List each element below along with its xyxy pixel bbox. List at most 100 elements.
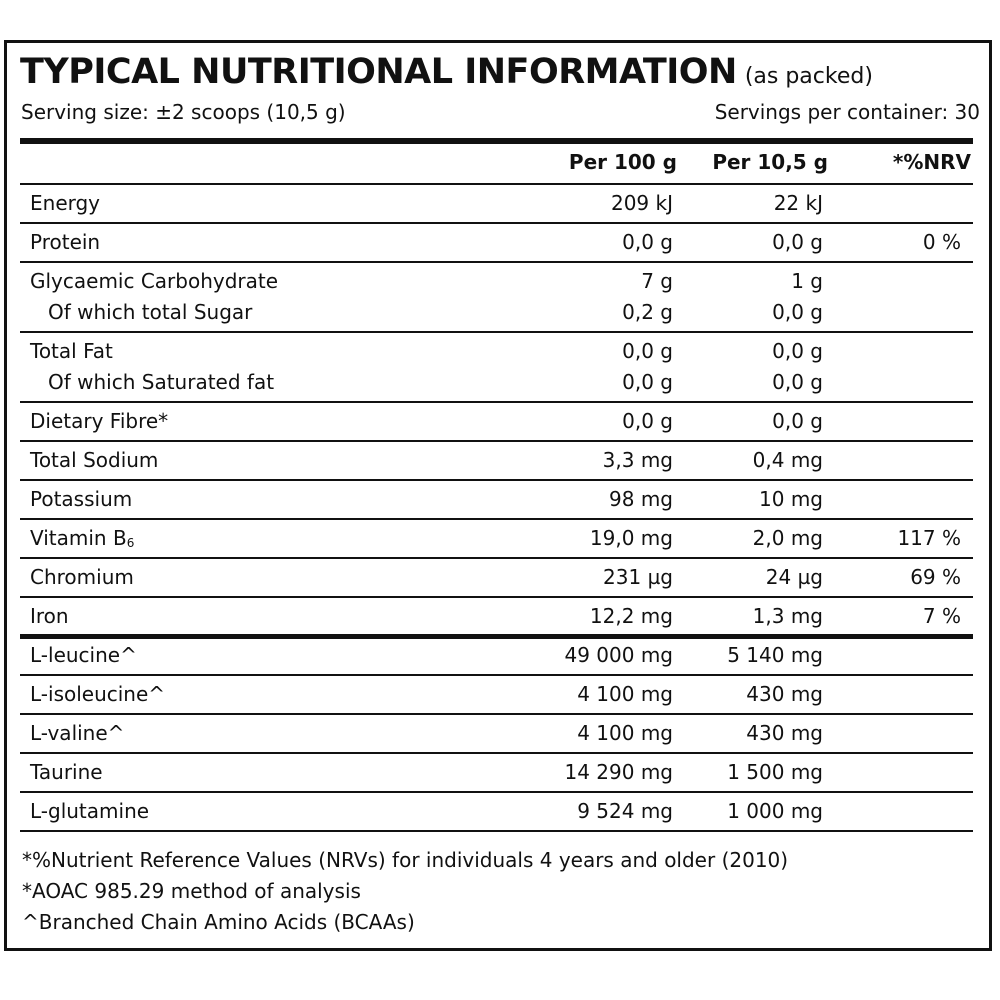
- title-note: (as packed): [744, 64, 873, 89]
- value-per-serving: 0,0 g: [772, 339, 823, 363]
- section-divider: [20, 634, 973, 639]
- row-divider: [20, 518, 973, 520]
- nutrient-subscript: 6: [126, 536, 135, 550]
- value-per-100g: 4 100 mg: [577, 721, 673, 745]
- value-per-100g: 0,0 g: [622, 230, 673, 254]
- value-nrv: 0 %: [922, 230, 961, 254]
- panel-title: TYPICAL NUTRITIONAL INFORMATION: [20, 52, 737, 92]
- nutrient-name: Taurine: [30, 760, 103, 784]
- row-divider: [20, 331, 973, 333]
- value-per-100g: 0,2 g: [622, 300, 673, 324]
- nutrient-name: Potassium: [30, 487, 132, 511]
- value-per-100g: 12,2 mg: [589, 604, 673, 628]
- nutrient-label: Chromium: [30, 565, 134, 589]
- row-divider: [20, 479, 973, 481]
- value-nrv: 69 %: [910, 565, 961, 589]
- table-row: L-valine^ 4 100 mg 430 mg: [20, 714, 973, 753]
- nutrient-name: L-leucine^: [30, 643, 137, 667]
- nutrient-name: Protein: [30, 230, 100, 254]
- table-row: L-glutamine 9 524 mg 1 000 mg: [20, 792, 973, 831]
- nutrient-name: Glycaemic Carbohydrate: [30, 269, 278, 293]
- value-per-100g: 0,0 g: [622, 339, 673, 363]
- nutrient-label: L-leucine^: [30, 643, 137, 667]
- value-per-100g: 98 mg: [609, 487, 673, 511]
- row-divider: [20, 261, 973, 263]
- nutrient-label: Taurine: [30, 760, 103, 784]
- nutrient-label: Total Fat: [30, 339, 113, 363]
- column-per-100g: Per 100 g: [568, 150, 677, 174]
- table-row: Protein 0,0 g 0,0 g 0 %: [20, 223, 973, 262]
- nutrient-label: Vitamin B: [30, 526, 127, 550]
- value-per-serving: 430 mg: [746, 682, 823, 706]
- row-divider: [20, 222, 973, 224]
- row-divider: [20, 713, 973, 715]
- value-per-serving: 0,4 mg: [752, 448, 823, 472]
- row-divider: [20, 183, 973, 185]
- nutrient-label: Of which Saturated fat: [48, 370, 275, 394]
- nutrient-label: Of which total Sugar: [48, 300, 253, 324]
- nutrient-label: L-glutamine: [30, 799, 150, 823]
- table-row: Total Sodium 3,3 mg 0,4 mg: [20, 441, 973, 480]
- value-per-serving: 430 mg: [746, 721, 823, 745]
- value-per-serving: 0,0 g: [772, 300, 823, 324]
- value-per-100g: 7 g: [641, 269, 673, 293]
- table-row: L-isoleucine^ 4 100 mg 430 mg: [20, 675, 973, 714]
- table-row: Energy 209 kJ 22 kJ: [20, 184, 973, 223]
- title-line: TYPICAL NUTRITIONAL INFORMATION (as packe…: [20, 52, 873, 92]
- value-per-100g: 4 100 mg: [577, 682, 673, 706]
- column-nrv: *%NRV: [892, 150, 971, 174]
- nutrient-sub-name: Of which Saturated fat: [48, 370, 274, 394]
- value-per-serving: 0,0 g: [772, 230, 823, 254]
- row-divider: [20, 752, 973, 754]
- column-per-serving: Per 10,5 g: [712, 150, 828, 174]
- nutrient-label: L-valine^: [30, 721, 125, 745]
- nutrient-label: Dietary Fibre*: [30, 409, 169, 433]
- table-row: Iron 12,2 mg 1,3 mg 7 %: [20, 597, 973, 636]
- table-row: Glycaemic Carbohydrate 7 g 1 g Of which tot…: [20, 262, 973, 332]
- header-divider: [20, 138, 973, 144]
- row-divider: [20, 557, 973, 559]
- value-per-serving: 0,0 g: [772, 370, 823, 394]
- value-per-serving: 1 000 mg: [727, 799, 823, 823]
- value-per-100g: 9 524 mg: [577, 799, 673, 823]
- nutrient-name: Dietary Fibre*: [30, 409, 168, 433]
- value-per-100g: 3,3 mg: [602, 448, 673, 472]
- nutrient-name: Total Fat: [30, 339, 113, 363]
- value-nrv: 117 %: [897, 526, 961, 550]
- value-per-serving: 1,3 mg: [752, 604, 823, 628]
- row-divider: [20, 791, 973, 793]
- value-per-100g: 0,0 g: [622, 370, 673, 394]
- footnote-bcaa: ^Branched Chain Amino Acids (BCAAs): [22, 910, 415, 934]
- value-nrv: 7 %: [922, 604, 961, 628]
- value-per-serving: 5 140 mg: [727, 643, 823, 667]
- nutrient-label: Total Sodium: [30, 448, 159, 472]
- value-per-serving: 2,0 mg: [752, 526, 823, 550]
- value-per-serving: 24 µg: [765, 565, 823, 589]
- servings-per-container: Servings per container: 30: [714, 100, 980, 124]
- value-per-serving: 0,0 g: [772, 409, 823, 433]
- value-per-100g: 231 µg: [603, 565, 673, 589]
- nutrient-name: L-isoleucine^: [30, 682, 165, 706]
- value-per-serving: 1 g: [791, 269, 823, 293]
- nutrient-name: L-glutamine: [30, 799, 149, 823]
- nutrient-name: Vitamin B6: [30, 526, 134, 550]
- nutrition-panel: [4, 40, 992, 951]
- nutrient-label: Potassium: [30, 487, 133, 511]
- table-row: Taurine 14 290 mg 1 500 mg: [20, 753, 973, 792]
- nutrient-name: Energy: [30, 191, 100, 215]
- table-row: Dietary Fibre* 0,0 g 0,0 g: [20, 402, 973, 441]
- footnote-aoac: *AOAC 985.29 method of analysis: [22, 879, 361, 903]
- table-row: Vitamin B6 19,0 mg 2,0 mg 117 %: [20, 519, 973, 558]
- value-per-100g: 209 kJ: [610, 191, 673, 215]
- serving-size: Serving size: ±2 scoops (10,5 g): [21, 100, 346, 124]
- nutrient-label: Iron: [30, 604, 69, 628]
- nutrient-name: L-valine^: [30, 721, 124, 745]
- nutrient-sub-name: Of which total Sugar: [48, 300, 252, 324]
- row-divider: [20, 596, 973, 598]
- table-row: L-leucine^ 49 000 mg 5 140 mg: [20, 636, 973, 675]
- footnote-nrv: *%Nutrient Reference Values (NRVs) for i…: [22, 848, 789, 872]
- nutrient-label: Energy: [30, 191, 101, 215]
- row-divider: [20, 674, 973, 676]
- table-row: Chromium 231 µg 24 µg 69 %: [20, 558, 973, 597]
- nutrient-name: Iron: [30, 604, 69, 628]
